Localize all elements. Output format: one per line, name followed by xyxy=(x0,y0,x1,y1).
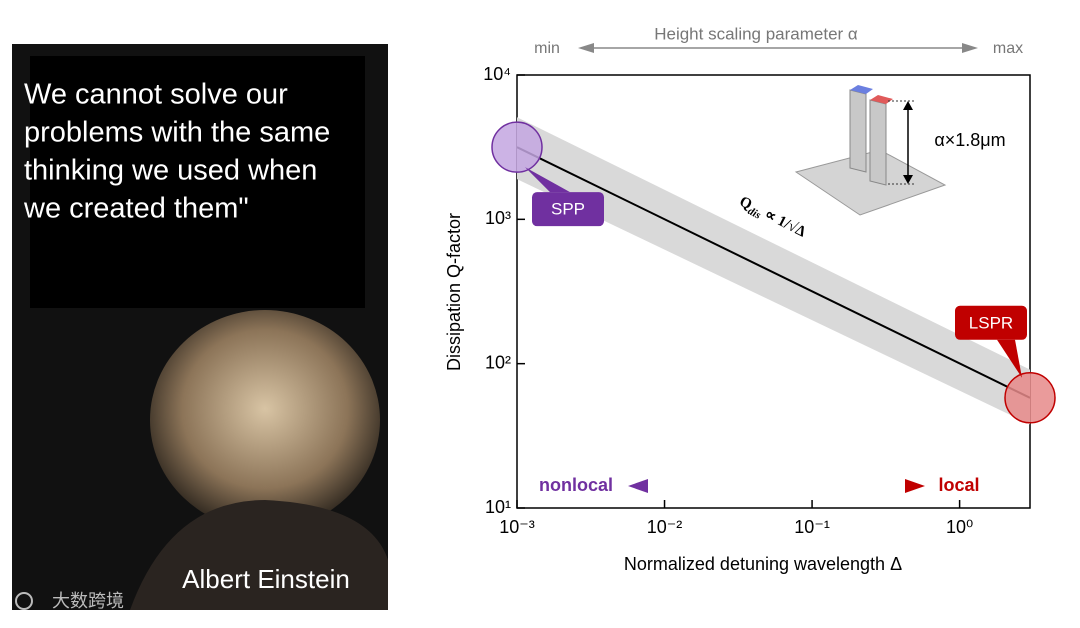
x-tick-label: 10⁻¹ xyxy=(794,517,830,537)
callout-pointer xyxy=(525,167,570,193)
x-tick-label: 10⁰ xyxy=(946,517,973,537)
watermark: 大数跨境 xyxy=(52,591,124,611)
arrow-head xyxy=(578,43,594,53)
portrait-body xyxy=(130,500,388,610)
marker xyxy=(491,121,543,173)
pillar-icon xyxy=(794,85,947,216)
arrow-head xyxy=(628,479,648,493)
y-tick-label: 10² xyxy=(485,352,511,372)
quote-line: We cannot solve our xyxy=(24,79,288,111)
callout-pointer xyxy=(997,339,1022,378)
arrow-head xyxy=(905,479,925,493)
callout xyxy=(532,192,604,227)
watermark-logo xyxy=(15,592,33,610)
top-min: min xyxy=(534,40,560,57)
dimension-label: α×1.8μm xyxy=(934,130,1005,150)
line xyxy=(516,146,1031,399)
y-tick-label: 10³ xyxy=(485,208,511,228)
y-axis-label: Dissipation Q-factor xyxy=(444,213,464,371)
callout-label: SPP xyxy=(551,200,585,219)
quote: We cannot solve our problems with the sam… xyxy=(23,79,330,225)
formula-rest: ∝ 1/√Δ xyxy=(758,205,808,241)
y-tick-label: 10⁴ xyxy=(483,64,511,84)
quote-line: we created them" xyxy=(23,193,249,225)
portrait xyxy=(150,310,380,530)
plot-frame xyxy=(516,74,1031,509)
x-tick-label: 10⁻³ xyxy=(499,517,535,537)
quote-box xyxy=(30,56,365,308)
callout-label: LSPR xyxy=(969,313,1013,332)
x-tick-label: 10⁻² xyxy=(647,517,683,537)
top-max: max xyxy=(993,40,1023,57)
nonlocal-label: nonlocal xyxy=(539,475,613,495)
formula-sub: dis xyxy=(746,205,763,222)
top-axis-title: Height scaling parameter α xyxy=(654,24,858,43)
marker xyxy=(1004,372,1056,424)
quote-line: problems with the same xyxy=(24,117,330,149)
callout xyxy=(955,305,1027,340)
arrow-head xyxy=(962,43,978,53)
plot xyxy=(491,74,1056,509)
quote-line: thinking we used when xyxy=(24,155,317,187)
y-tick-label: 10¹ xyxy=(485,497,511,517)
band xyxy=(517,117,1030,425)
local-label: local xyxy=(938,475,979,495)
poster-name: Albert Einstein xyxy=(182,564,350,594)
x-axis-label: Normalized detuning wavelength Δ xyxy=(624,554,902,574)
